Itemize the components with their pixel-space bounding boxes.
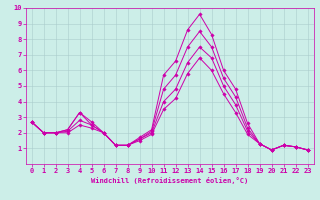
X-axis label: Windchill (Refroidissement éolien,°C): Windchill (Refroidissement éolien,°C) (91, 177, 248, 184)
